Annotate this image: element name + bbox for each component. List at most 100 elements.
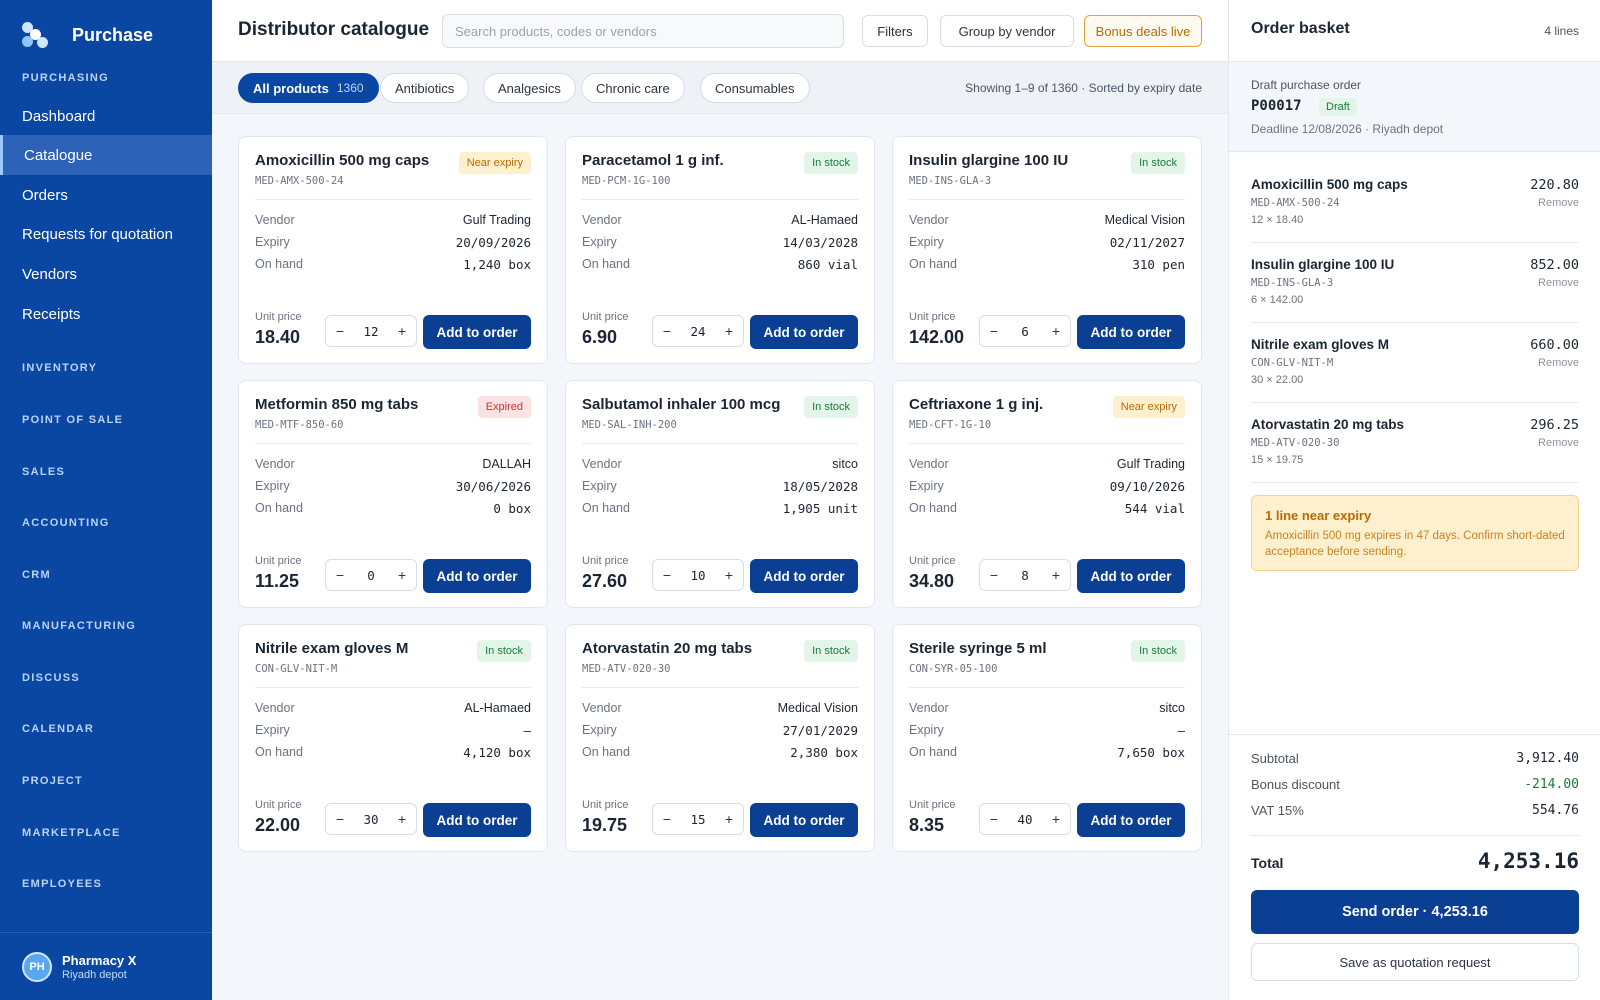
bonus-deals-button[interactable]: Bonus deals live bbox=[1084, 15, 1202, 47]
chip-chronic-care[interactable]: Chronic care bbox=[581, 73, 685, 103]
decrement-button[interactable]: − bbox=[989, 323, 999, 339]
decrement-button[interactable]: − bbox=[662, 811, 672, 827]
status-badge: In stock bbox=[1131, 152, 1185, 174]
add-to-order-button[interactable]: Add to order bbox=[750, 559, 858, 593]
quantity-value[interactable]: 15 bbox=[690, 811, 706, 827]
results-summary: Showing 1–9 of 1360 · Sorted by expiry d… bbox=[965, 81, 1202, 95]
section-manufacturing[interactable]: MANUFACTURING bbox=[22, 620, 137, 632]
line-amount: 220.80 bbox=[1530, 177, 1579, 193]
chip-all-products[interactable]: All products 1360 bbox=[238, 73, 379, 103]
section-project[interactable]: PROJECT bbox=[22, 775, 84, 787]
add-to-order-button[interactable]: Add to order bbox=[423, 803, 531, 837]
basket-line-count: 4 lines bbox=[1544, 24, 1579, 38]
save-quotation-button[interactable]: Save as quotation request bbox=[1251, 943, 1579, 981]
unit-price-value: 19.75 bbox=[582, 815, 628, 835]
quantity-stepper: − 8 + bbox=[979, 559, 1071, 591]
user-profile[interactable]: PH Pharmacy X Riyadh depot bbox=[0, 932, 212, 1000]
increment-button[interactable]: + bbox=[397, 811, 407, 827]
quantity-stepper: − 15 + bbox=[652, 803, 744, 835]
card-divider bbox=[582, 199, 858, 200]
quantity-value[interactable]: 12 bbox=[363, 323, 379, 339]
section-marketplace[interactable]: MARKETPLACE bbox=[22, 827, 121, 839]
remove-line-button[interactable]: Remove bbox=[1538, 197, 1579, 209]
add-to-order-button[interactable]: Add to order bbox=[750, 315, 858, 349]
product-card: Salbutamol inhaler 100 mcg MED-SAL-INH-20… bbox=[565, 380, 875, 608]
section-purchasing[interactable]: PURCHASING bbox=[22, 72, 109, 84]
avatar: PH bbox=[22, 951, 52, 982]
section-employees[interactable]: EMPLOYEES bbox=[22, 878, 103, 890]
on-hand-label: On hand bbox=[255, 745, 303, 759]
order-basket: Order basket 4 lines Draft purchase orde… bbox=[1228, 0, 1600, 1000]
add-to-order-button[interactable]: Add to order bbox=[423, 315, 531, 349]
add-to-order-button[interactable]: Add to order bbox=[750, 803, 858, 837]
decrement-button[interactable]: − bbox=[335, 323, 345, 339]
status-badge: In stock bbox=[1131, 640, 1185, 662]
sidebar-item-rfq[interactable]: Requests for quotation bbox=[22, 225, 173, 243]
card-divider bbox=[255, 199, 531, 200]
add-to-order-button[interactable]: Add to order bbox=[1077, 559, 1185, 593]
line-product-code: MED-AMX-500-24 bbox=[1251, 197, 1340, 209]
increment-button[interactable]: + bbox=[397, 567, 407, 583]
quantity-value[interactable]: 0 bbox=[367, 567, 375, 583]
add-to-order-button[interactable]: Add to order bbox=[423, 559, 531, 593]
line-quantity: 15 × 19.75 bbox=[1251, 454, 1304, 466]
sidebar-item-orders[interactable]: Orders bbox=[22, 186, 68, 204]
total-label: Total bbox=[1251, 855, 1284, 871]
increment-button[interactable]: + bbox=[724, 567, 734, 583]
card-divider bbox=[909, 443, 1185, 444]
unit-price-label: Unit price bbox=[909, 311, 956, 323]
increment-button[interactable]: + bbox=[1051, 567, 1061, 583]
increment-button[interactable]: + bbox=[724, 811, 734, 827]
section-crm[interactable]: CRM bbox=[22, 569, 51, 581]
section-point-of-sale[interactable]: POINT OF SALE bbox=[22, 414, 124, 426]
remove-line-button[interactable]: Remove bbox=[1538, 437, 1579, 449]
sidebar-item-receipts[interactable]: Receipts bbox=[22, 305, 81, 323]
brand[interactable]: Purchase bbox=[22, 20, 153, 50]
unit-price-label: Unit price bbox=[909, 799, 956, 811]
section-inventory[interactable]: INVENTORY bbox=[22, 362, 98, 374]
quantity-value[interactable]: 40 bbox=[1017, 811, 1033, 827]
product-card: Nitrile exam gloves M CON-GLV-NIT-M In sto… bbox=[238, 624, 548, 852]
filters-button[interactable]: Filters bbox=[862, 15, 928, 47]
quantity-value[interactable]: 10 bbox=[690, 567, 706, 583]
section-calendar[interactable]: CALENDAR bbox=[22, 723, 95, 735]
quantity-value[interactable]: 30 bbox=[363, 811, 379, 827]
decrement-button[interactable]: − bbox=[662, 323, 672, 339]
remove-line-button[interactable]: Remove bbox=[1538, 357, 1579, 369]
sidebar-item-vendors[interactable]: Vendors bbox=[22, 265, 78, 283]
quantity-value[interactable]: 24 bbox=[690, 323, 706, 339]
chip-analgesics[interactable]: Analgesics bbox=[483, 73, 576, 103]
decrement-button[interactable]: − bbox=[335, 567, 345, 583]
send-order-button[interactable]: Send order · 4,253.16 bbox=[1251, 890, 1579, 934]
sidebar-item-catalogue[interactable]: Catalogue bbox=[0, 135, 212, 175]
add-to-order-button[interactable]: Add to order bbox=[1077, 803, 1185, 837]
warning-title: 1 line near expiry bbox=[1265, 508, 1372, 523]
decrement-button[interactable]: − bbox=[335, 811, 345, 827]
on-hand-label: On hand bbox=[255, 257, 303, 271]
increment-button[interactable]: + bbox=[1051, 323, 1061, 339]
quantity-value[interactable]: 8 bbox=[1021, 567, 1029, 583]
group-by-vendor-button[interactable]: Group by vendor bbox=[940, 15, 1074, 47]
add-to-order-button[interactable]: Add to order bbox=[1077, 315, 1185, 349]
search-input[interactable] bbox=[442, 14, 844, 48]
increment-button[interactable]: + bbox=[724, 323, 734, 339]
on-hand-value: 310 pen bbox=[1132, 257, 1185, 272]
decrement-button[interactable]: − bbox=[662, 567, 672, 583]
decrement-button[interactable]: − bbox=[989, 811, 999, 827]
unit-price-label: Unit price bbox=[909, 555, 956, 567]
line-amount: 296.25 bbox=[1530, 417, 1579, 433]
decrement-button[interactable]: − bbox=[989, 567, 999, 583]
increment-button[interactable]: + bbox=[397, 323, 407, 339]
chip-antibiotics[interactable]: Antibiotics bbox=[380, 73, 470, 103]
section-discuss[interactable]: DISCUSS bbox=[22, 672, 80, 684]
expiry-value: 18/05/2028 bbox=[782, 479, 858, 494]
section-sales[interactable]: SALES bbox=[22, 466, 66, 478]
quantity-value[interactable]: 6 bbox=[1021, 323, 1029, 339]
unit-price-value: 18.40 bbox=[255, 327, 301, 347]
chip-consumables[interactable]: Consumables bbox=[700, 73, 810, 103]
sidebar-item-dashboard[interactable]: Dashboard bbox=[22, 107, 96, 125]
remove-line-button[interactable]: Remove bbox=[1538, 277, 1579, 289]
section-accounting[interactable]: ACCOUNTING bbox=[22, 517, 110, 529]
line-amount: 852.00 bbox=[1530, 257, 1579, 273]
increment-button[interactable]: + bbox=[1051, 811, 1061, 827]
